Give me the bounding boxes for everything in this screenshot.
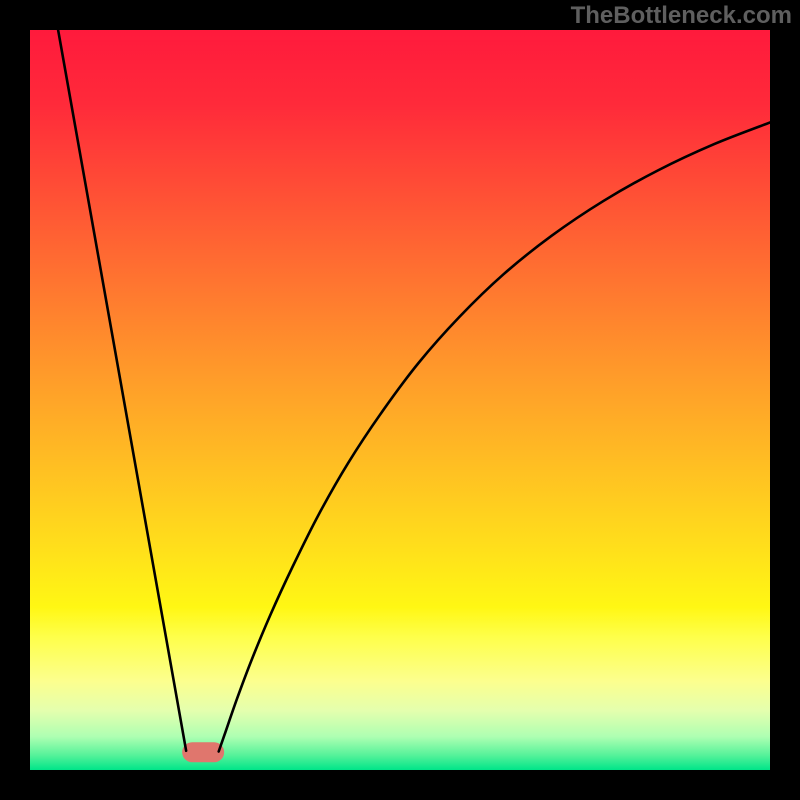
plot-area — [30, 30, 770, 770]
curve-left-segment — [58, 30, 186, 751]
chart-container: TheBottleneck.com — [0, 0, 800, 800]
curve-right-segment — [219, 123, 770, 752]
watermark-text: TheBottleneck.com — [571, 2, 792, 30]
curve-overlay — [30, 30, 770, 770]
